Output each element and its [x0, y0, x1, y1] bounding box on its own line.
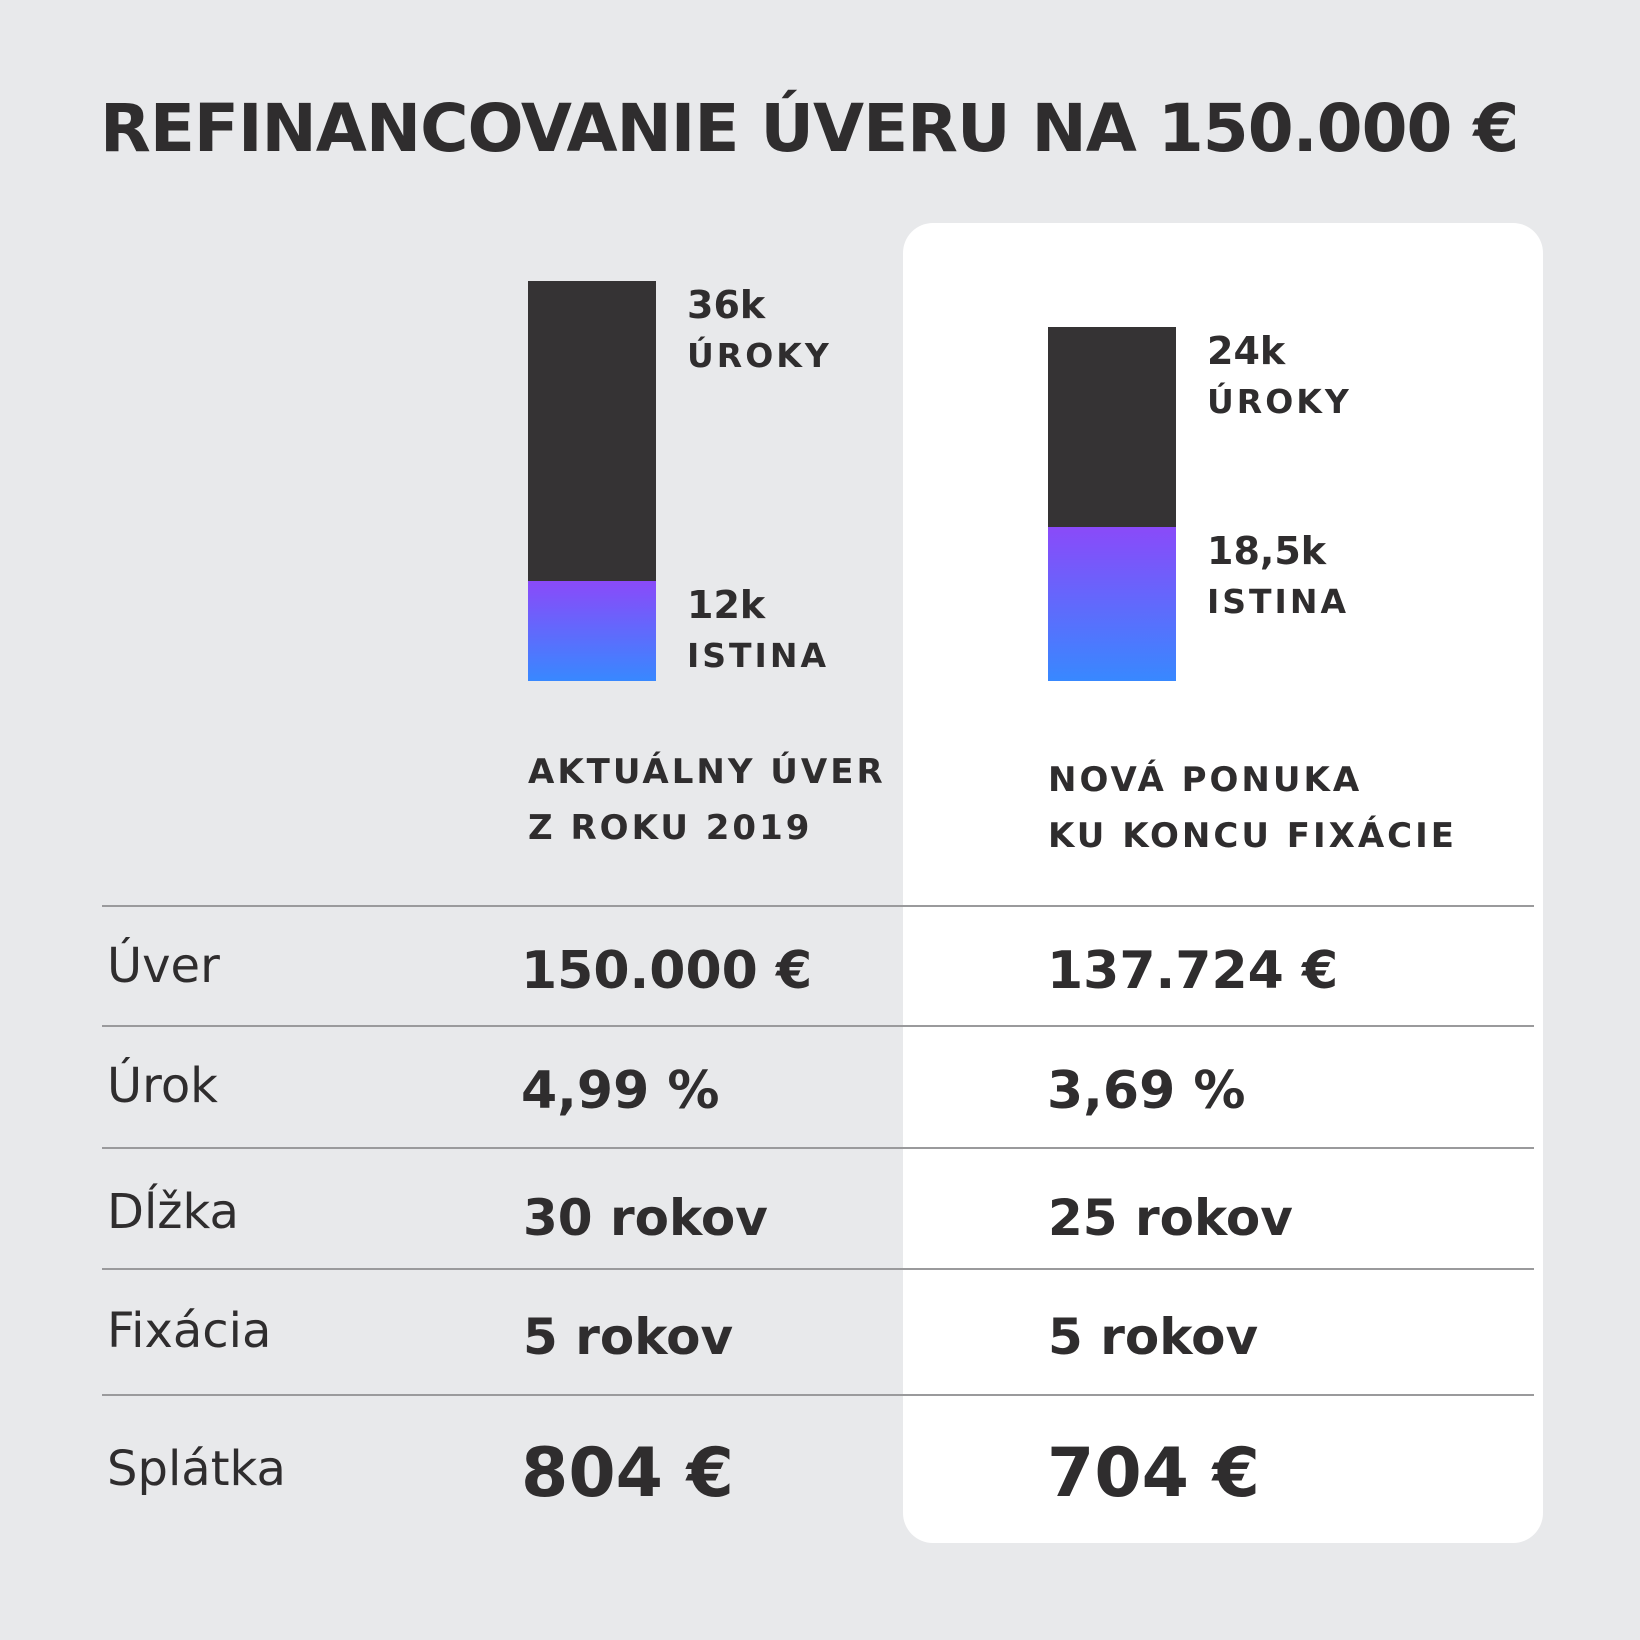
new-offer-card — [903, 223, 1543, 1543]
bar-current-loan — [528, 281, 656, 681]
value-label-interest: 24k — [1207, 328, 1286, 373]
row-label-fixation: Fixácia — [107, 1303, 272, 1359]
cell-new-loan-amount: 137.724 € — [1047, 941, 1339, 1001]
row-label-loan: Úver — [107, 938, 220, 994]
bar-segment-principal — [1048, 526, 1176, 681]
page-title: REFINANCOVANIE ÚVERU NA 150.000 € — [100, 90, 1519, 167]
cell-current-loan-amount: 150.000 € — [521, 941, 813, 1001]
column-heading-line: NOVÁ PONUKA — [1048, 760, 1363, 800]
cell-current-term: 30 rokov — [523, 1189, 768, 1247]
cell-current-interest-rate: 4,99 % — [521, 1061, 720, 1121]
bar-segment-principal — [528, 581, 656, 681]
row-divider — [102, 905, 1534, 907]
cell-new-installment: 704 € — [1047, 1434, 1260, 1513]
value-label-principal: 18,5k — [1207, 528, 1327, 573]
cell-new-fixation: 5 rokov — [1048, 1308, 1259, 1366]
row-label-interest: Úrok — [107, 1058, 218, 1114]
cell-current-fixation: 5 rokov — [523, 1308, 734, 1366]
cell-new-term: 25 rokov — [1048, 1189, 1293, 1247]
bar-segment-interest — [1048, 326, 1176, 527]
series-label-principal: ISTINA — [687, 636, 829, 675]
row-divider — [102, 1147, 1534, 1149]
cell-current-installment: 804 € — [521, 1434, 734, 1513]
column-heading-line: AKTUÁLNY ÚVER — [528, 752, 886, 792]
series-label-interest: ÚROKY — [687, 336, 832, 375]
series-label-principal: ISTINA — [1207, 581, 1349, 621]
column-heading-line: Z ROKU 2019 — [528, 808, 813, 848]
row-divider — [102, 1025, 1534, 1027]
series-label-interest: ÚROKY — [1207, 381, 1352, 421]
row-divider — [102, 1394, 1534, 1396]
bar-new-offer — [1048, 326, 1176, 681]
column-heading-current-loan: AKTUÁLNY ÚVER Z ROKU 2019 — [528, 744, 886, 856]
row-label-term: Dĺžka — [107, 1184, 239, 1240]
bar-segment-interest — [528, 281, 656, 581]
row-label-installment: Splátka — [107, 1441, 286, 1497]
cell-new-interest-rate: 3,69 % — [1047, 1061, 1246, 1121]
value-label-interest: 36k — [687, 283, 766, 327]
column-heading-line: KU KONCU FIXÁCIE — [1048, 816, 1458, 856]
row-divider — [102, 1268, 1534, 1270]
column-heading-new-offer: NOVÁ PONUKA KU KONCU FIXÁCIE — [1048, 752, 1457, 864]
value-label-principal: 12k — [687, 583, 766, 627]
